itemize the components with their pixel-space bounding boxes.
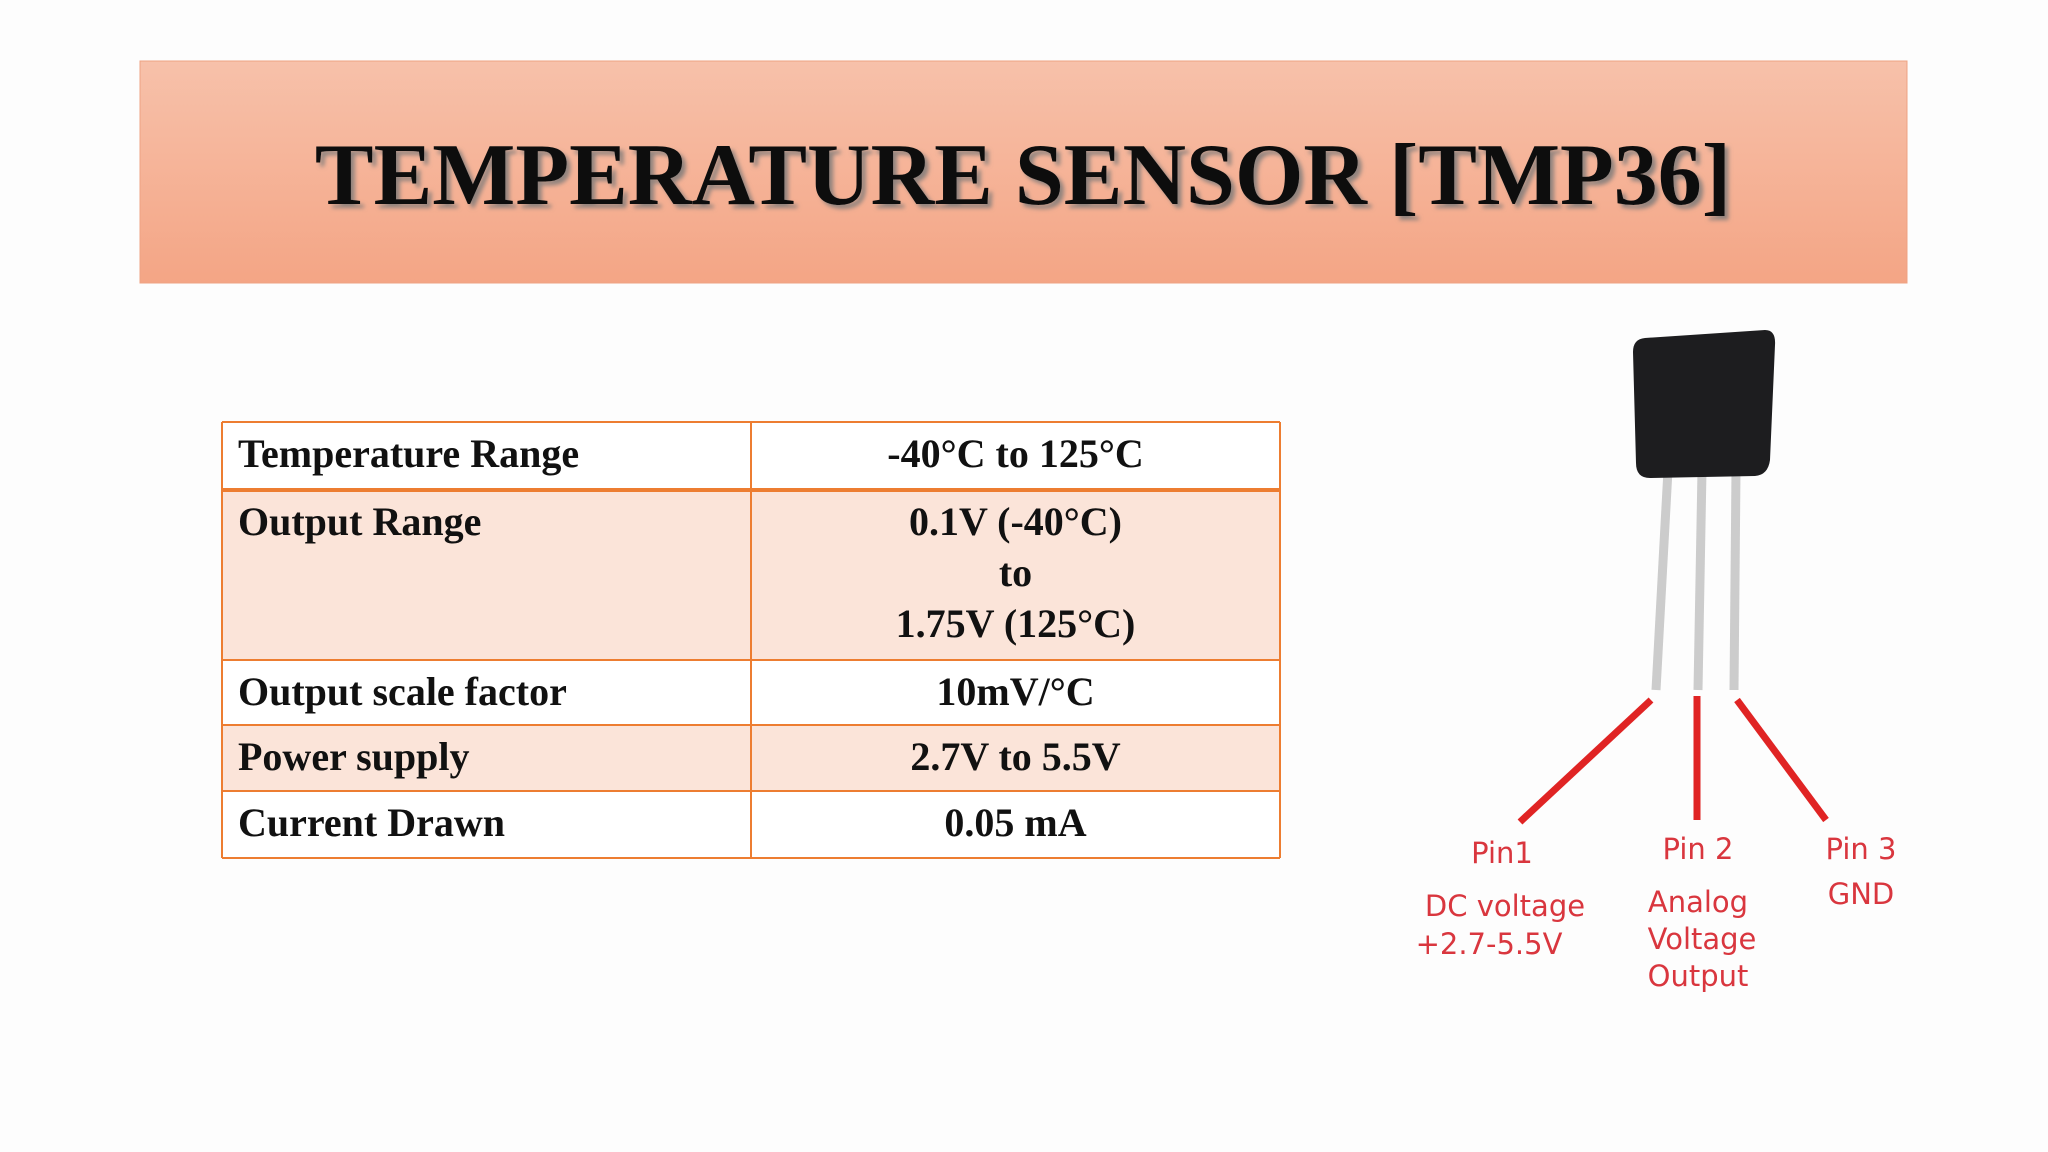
cell-value: 2.7V to 5.5V bbox=[910, 734, 1120, 779]
title: TEMPERATURE SENSOR [TMP36] bbox=[315, 127, 1731, 224]
pointer bbox=[1517, 697, 1654, 825]
cell-value: 10mV/°C bbox=[936, 669, 1094, 714]
pin-desc: Analog bbox=[1648, 885, 1748, 919]
pin-desc: Output bbox=[1648, 959, 1749, 993]
leg bbox=[1693, 469, 1707, 691]
cell-label: Output Range bbox=[238, 499, 481, 544]
sensor-body bbox=[1633, 330, 1776, 478]
pin-label: Pin1 bbox=[1471, 836, 1533, 870]
cell-value: 0.05 mA bbox=[944, 800, 1086, 845]
leg bbox=[1729, 469, 1741, 691]
pin-labels: Pin1 DC voltage +2.7-5.5V Pin 2 AnalogVoltag… bbox=[1416, 832, 1897, 993]
pin-label: Pin 2 bbox=[1663, 832, 1734, 866]
pin-desc: Voltage bbox=[1648, 922, 1757, 956]
cell-label: Current Drawn bbox=[238, 800, 505, 845]
cell-value: 1.75V (125°C) bbox=[896, 601, 1136, 646]
cell-value: 0.1V (-40°C) bbox=[909, 499, 1122, 544]
pin-label: Pin 3 bbox=[1826, 832, 1897, 866]
cell-label: Temperature Range bbox=[238, 431, 579, 476]
cell-label: Output scale factor bbox=[238, 669, 567, 714]
cell-label: Power supply bbox=[238, 734, 470, 779]
cell-value: to bbox=[999, 550, 1032, 595]
pin-desc: +2.7-5.5V bbox=[1416, 927, 1563, 961]
pin-desc: DC voltage bbox=[1425, 889, 1585, 923]
title-banner bbox=[139, 60, 1908, 284]
pin-desc: GND bbox=[1828, 877, 1895, 911]
cell-value: -40°C to 125°C bbox=[887, 431, 1143, 476]
sensor-figure bbox=[1517, 330, 1829, 825]
spec-table: Temperature Range -40°C to 125°C Output Ra… bbox=[221, 421, 1281, 859]
leg bbox=[1651, 469, 1673, 691]
pointer bbox=[1734, 697, 1829, 823]
